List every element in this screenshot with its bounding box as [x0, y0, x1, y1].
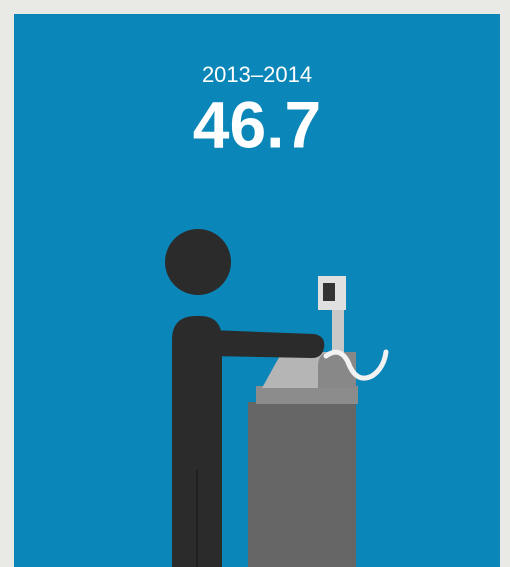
faucet-screen [323, 283, 335, 301]
sink-top [256, 386, 358, 404]
person-head [165, 229, 231, 295]
faucet-pole [332, 300, 344, 352]
person-arm [210, 330, 325, 358]
period-label: 2013–2014 [202, 62, 312, 87]
hose [323, 349, 389, 381]
person-body [172, 316, 222, 567]
sink-pedestal [248, 402, 356, 567]
illustration [165, 229, 389, 567]
value-label: 46.7 [193, 87, 321, 161]
